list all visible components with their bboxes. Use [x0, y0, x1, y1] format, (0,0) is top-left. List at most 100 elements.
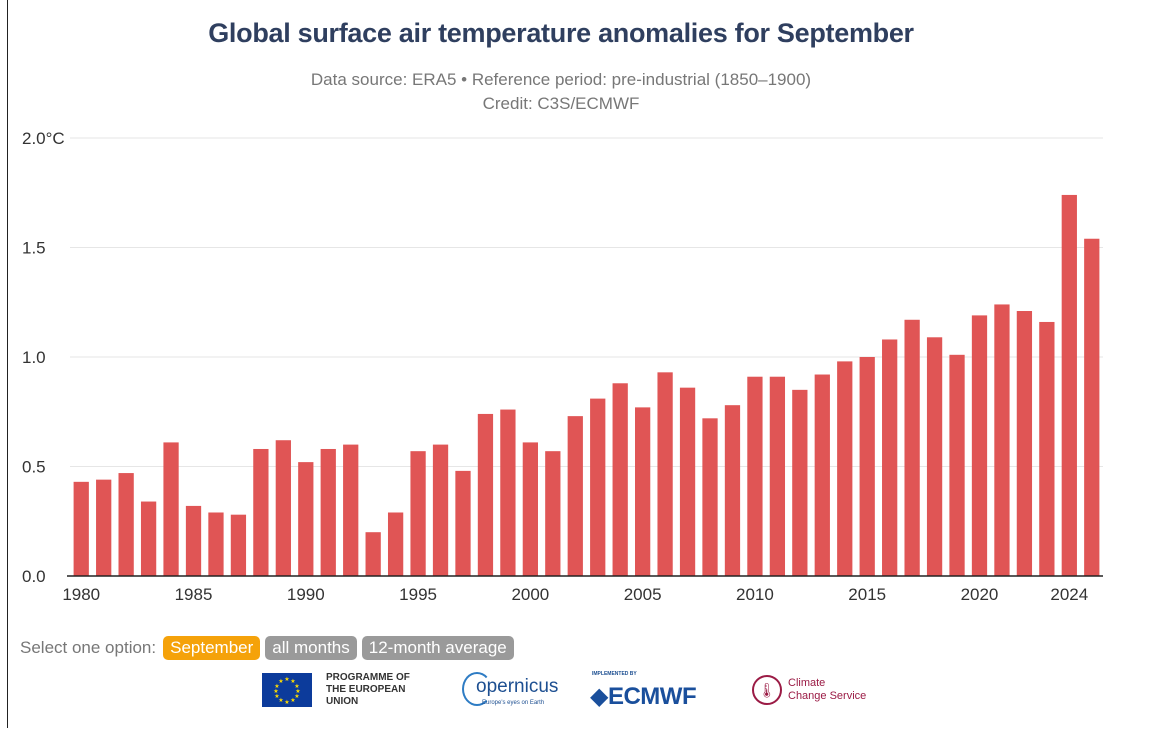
bar: [500, 409, 516, 576]
bar: [837, 361, 853, 576]
bar: [185, 505, 202, 576]
ecmwf-implemented-by: IMPLEMENTED BY: [592, 671, 637, 677]
bar: [73, 481, 89, 576]
bar: [1061, 194, 1077, 576]
x-tick-label: 1995: [399, 585, 437, 604]
ecmwf-text: ECMWF: [607, 683, 697, 710]
svg-text:★: ★: [274, 683, 279, 690]
svg-text:★: ★: [290, 678, 295, 685]
bar: [118, 473, 134, 576]
svg-text:★: ★: [284, 699, 289, 705]
bar: [410, 451, 426, 576]
bar-chart: 0.0 0.5 1.0 1.5 2.0°C 1980 1985 1990 1995 2000 200…: [22, 129, 1103, 604]
x-tick-label: 2005: [624, 585, 662, 604]
y-tick-label: 2.0°C: [22, 129, 65, 148]
option-all-months-button[interactable]: all months: [265, 636, 357, 660]
bar: [432, 444, 449, 576]
bar: [635, 407, 651, 576]
option-12-month-average-button[interactable]: 12-month average: [361, 636, 514, 660]
bar: [792, 389, 808, 576]
bar: [298, 462, 314, 576]
svg-text:★: ★: [278, 678, 283, 685]
x-tick-label: 2020: [961, 585, 999, 604]
chart-subtitle: Data source: ERA5 • Reference period: pr…: [0, 68, 1122, 116]
eu-stars-icon: ★ ★★ ★★★ ★★★ ★★★: [273, 676, 300, 705]
bar: [882, 339, 898, 576]
x-tick-label: 2015: [848, 585, 886, 604]
bar: [949, 354, 965, 576]
bar: [657, 372, 673, 576]
bar: [926, 337, 943, 576]
bar: [769, 376, 786, 576]
ecmwf-swirl-icon: ◆: [590, 683, 608, 710]
copernicus-tagline: Europe's eyes on Earth: [482, 700, 545, 706]
bar: [522, 442, 538, 576]
bar: [343, 444, 359, 576]
bar: [724, 405, 741, 576]
option-september-button[interactable]: September: [163, 636, 261, 660]
bar: [275, 440, 291, 576]
logo-strip: ★ ★ ★ ★ ★ ★ ★ ★ ★ ★ ★ ★ PROGRAMME OF THE EUROPEA…: [262, 670, 872, 710]
ecmwf-wordmark: ◆ECMWF: [590, 682, 697, 711]
subtitle-credit: Credit: C3S/ECMWF: [482, 94, 640, 113]
copernicus-logo: opernicus Europe's eyes on Earth: [462, 670, 572, 710]
thermometer-icon: 🌡: [752, 675, 782, 705]
bar: [702, 418, 718, 576]
bar: [320, 448, 336, 576]
left-border: [7, 0, 8, 728]
bar: [994, 304, 1010, 576]
bar: [96, 479, 112, 576]
x-tick-label: 1980: [62, 585, 100, 604]
bar: [163, 442, 179, 576]
bar: [208, 512, 224, 576]
c3s-text-line2: Change Service: [788, 690, 867, 702]
c3s-text-line1: Climate: [788, 677, 826, 689]
subtitle-source: Data source: ERA5 • Reference period: pr…: [310, 70, 812, 89]
bar: [971, 315, 988, 576]
bar: [814, 374, 830, 576]
svg-text:★: ★: [284, 676, 289, 683]
bar: [612, 383, 628, 576]
y-tick-label: 1.5: [22, 239, 46, 258]
copernicus-wordmark: opernicus: [476, 676, 559, 697]
bar: [387, 512, 404, 576]
y-tick-label: 0.0: [22, 567, 46, 586]
svg-text:★: ★: [294, 683, 299, 690]
bar: [545, 451, 561, 576]
eu-programme-text: PROGRAMME OF THE EUROPEAN UNION: [326, 672, 436, 708]
bar: [679, 387, 696, 576]
copernicus-ring-icon: [462, 672, 492, 706]
bar: [567, 416, 583, 576]
x-tick-label: 1990: [287, 585, 325, 604]
bar: [455, 470, 471, 576]
svg-text:★: ★: [294, 693, 299, 700]
bar: [477, 413, 494, 576]
ecmwf-logo: IMPLEMENTED BY ◆ECMWF: [590, 670, 730, 710]
bar: [859, 357, 875, 576]
eu-flag-logo: ★ ★ ★ ★ ★ ★ ★ ★ ★ ★ ★ ★: [262, 673, 312, 707]
bar: [253, 448, 269, 576]
option-selector: Select one option: September all months …: [20, 636, 514, 660]
svg-text:★: ★: [278, 697, 283, 704]
bar: [904, 319, 920, 576]
bar: [1016, 311, 1033, 576]
svg-text:★: ★: [273, 688, 278, 695]
svg-text:★: ★: [295, 688, 300, 695]
x-tick-label: 2024: [1050, 585, 1088, 604]
bar: [230, 514, 247, 576]
eu-text-line1: PROGRAMME OF: [326, 672, 410, 683]
y-tick-label: 0.5: [22, 458, 46, 477]
svg-text:★: ★: [274, 693, 279, 700]
c3s-logo: 🌡 Climate Change Service: [752, 675, 866, 705]
bar: [140, 501, 157, 576]
bar: [747, 376, 763, 576]
option-prompt: Select one option:: [20, 638, 157, 657]
bar: [1039, 321, 1055, 576]
x-tick-label: 2010: [736, 585, 774, 604]
y-tick-label: 1.0: [22, 348, 46, 367]
bar: [590, 398, 606, 576]
eu-text-line2: THE EUROPEAN UNION: [326, 684, 406, 707]
bar: [365, 532, 381, 576]
svg-text:★: ★: [290, 697, 295, 704]
x-tick-label: 2000: [511, 585, 549, 604]
